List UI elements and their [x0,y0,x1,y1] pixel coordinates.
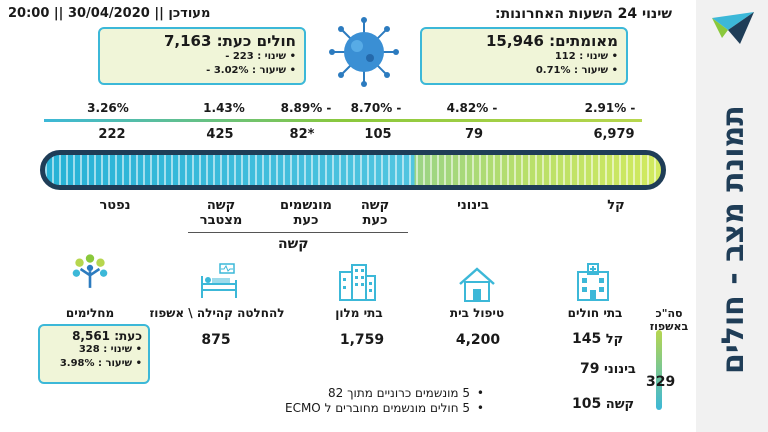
recovered-rate: • שיעור : 3.98% [59,358,142,369]
count-severe-cumulative: 425 [206,127,234,142]
label-mild: קל [607,198,625,213]
hospital-row-label: בינוני [604,362,636,377]
severity-gauge [40,150,666,190]
count-deceased: 222 [98,127,126,142]
hospital-row-moderate: בינוני 79 [580,361,636,377]
pct-ventilated: 8.89% - [280,101,332,115]
footnote-item: 5 מונשמים כרוניים מתוך 82 [244,386,484,401]
sick-now-rate: • שיעור : 3.02% - [206,65,296,76]
hospital-bed-icon [201,263,237,298]
pct-mild: 2.91% - [584,101,636,115]
count-moderate: 79 [464,127,484,142]
footnote-item: 5 חולים מונשמים מחוברים ל ECMO [244,401,484,416]
count-ventilated: 82* [289,127,315,142]
severe-group-divider [188,232,408,233]
pct-severe-now: 8.70% - [350,101,402,115]
recovered-tree-icon [72,254,108,288]
hospital-row-value: 79 [580,361,600,377]
confirmed-change: • שינוי : 112 [554,51,618,62]
recovered-now: כעת: 8,561 [72,329,142,343]
label-recovered: מחלימים [65,306,115,320]
confirmed-value: מאומתים: 15,946 [486,32,618,50]
hotel-icon [339,264,376,301]
gauge-stripes [45,155,661,185]
hospital-scale-bar [656,330,662,410]
value-hotels: 1,759 [339,332,385,348]
label-hospitals: בתי חולים [567,306,623,320]
count-mild: 6,979 [593,127,635,142]
label-severe-now: קשה כעת [360,198,390,228]
value-home-care: 4,200 [455,332,501,348]
confirmed-rate: • שיעור : 0.71% [535,65,618,76]
home-icon [459,267,495,302]
hospital-icon [577,263,609,301]
hospital-total-value: 329 [646,374,676,390]
recovered-change: • שינוי : 328 [78,344,142,355]
sidebar: תמונת מצב - חולים [696,0,768,432]
pct-moderate: 4.82% - [446,101,498,115]
sick-now-change: • שינוי : 223 - [225,51,296,62]
recovered-box: כעת: 8,561 • שינוי : 328 • שיעור : 3.98% [38,324,150,384]
ministry-logo-icon [712,12,754,44]
value-community: 875 [201,332,231,348]
divider-line [44,119,642,122]
label-deceased: נפטר [99,198,131,213]
virus-icon [329,17,399,87]
page-title: שינוי 24 השעות האחרונות: [494,6,672,22]
hospital-row-value: 105 [572,396,602,412]
count-severe-now: 105 [364,127,392,142]
pct-deceased: 3.26% [87,101,129,115]
sick-now-box: חולים כעת: 7,163 • שינוי : 223 - • שיעור… [98,27,306,85]
label-home-care: טיפול בית [449,306,505,320]
label-moderate: בינוני [457,198,489,213]
hospital-row-mild: קל 145 [572,331,623,347]
hospital-row-label: קשה [605,397,635,412]
label-hotels: בתי מלון [335,306,383,320]
hospital-row-severe: קשה 105 [572,396,634,412]
label-severe-group: קשה [278,236,309,252]
label-ventilated-now: מונשמים כעת [280,198,332,228]
hospital-total-label: סה"כ באשפוז [649,307,689,333]
sidebar-title: תמונת מצב - חולים [716,105,751,375]
hospital-row-value: 145 [572,331,602,347]
footnotes: 5 מונשמים כרוניים מתוך 82 5 חולים מונשמי… [244,386,484,416]
confirmed-box: מאומתים: 15,946 • שינוי : 112 • שיעור : … [420,27,628,85]
update-timestamp: מעודכן || 30/04/2020 || 20:00 [8,6,211,21]
label-community: להחלטה קהילה \ אשפוז [149,306,285,320]
hospital-row-label: קל [605,332,624,347]
label-severe-cumulative: קשה מצטבר [199,198,243,228]
pct-severe-cumulative: 1.43% [203,101,245,115]
sick-now-value: חולים כעת: 7,163 [163,32,296,50]
